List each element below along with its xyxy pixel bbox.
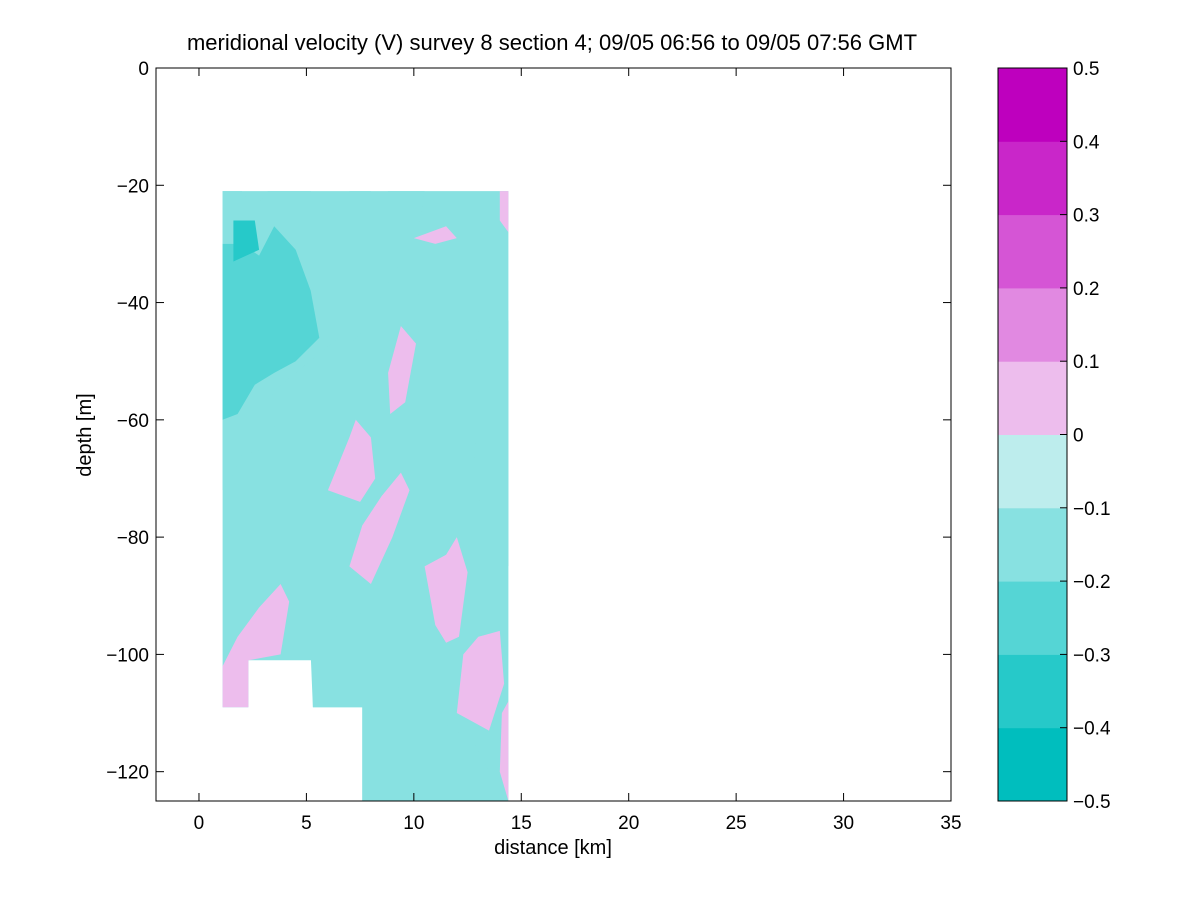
field-west-core <box>222 226 320 420</box>
y-axis-title: depth [m] <box>74 393 96 476</box>
colorbar-tick-label: −0.4 <box>1073 719 1111 740</box>
colorbar-tick-label: −0.1 <box>1073 499 1111 520</box>
y-tick-label: −60 <box>117 411 149 432</box>
colorbar-swatch <box>998 581 1067 655</box>
colorbar-swatch <box>998 654 1067 729</box>
plot-area: 0 5 10 15 20 25 30 35 0 −20 −40 −60 −80 −100 −120 <box>106 59 961 834</box>
field-positive-upper <box>388 326 416 414</box>
field-east-band <box>465 320 509 567</box>
field-west-small <box>233 220 260 262</box>
colorbar-tick-label: −0.3 <box>1073 645 1111 666</box>
field-center-band <box>332 191 425 350</box>
field-center-small <box>392 273 440 297</box>
colorbar-tick-label: 0.2 <box>1073 279 1099 300</box>
field-positive-lower <box>424 537 468 643</box>
x-tick-label: 10 <box>403 813 424 834</box>
x-tick-label: 25 <box>726 813 747 834</box>
field-positive-bottom-edge <box>499 701 509 801</box>
velocity-field <box>222 191 509 802</box>
x-axis: 0 5 10 15 20 25 30 35 <box>194 68 962 834</box>
y-axis: 0 −20 −40 −60 −80 −100 −120 <box>106 59 951 784</box>
field-positive-lowleft <box>222 584 290 708</box>
x-axis-title: distance [km] <box>494 837 612 859</box>
y-tick-label: −120 <box>106 763 149 784</box>
field-positive-mid2 <box>349 472 410 584</box>
field-positive-mid <box>327 419 376 502</box>
colorbar-swatch <box>998 361 1067 435</box>
field-lower-band <box>310 607 496 801</box>
field-positive-top-edge <box>499 191 509 233</box>
x-tick-label: 5 <box>301 813 312 834</box>
field-positive-top <box>413 226 457 244</box>
colorbar-swatch <box>998 727 1067 802</box>
colorbar-tick-label: 0.5 <box>1073 59 1099 80</box>
colorbar-tick-label: 0.1 <box>1073 352 1099 373</box>
x-tick-label: 20 <box>618 813 639 834</box>
field-positive-lower2 <box>456 630 505 731</box>
x-tick-label: 15 <box>511 813 532 834</box>
colorbar-swatch <box>998 141 1067 216</box>
colorbar-swatch <box>998 214 1067 289</box>
y-tick-label: −20 <box>117 176 149 197</box>
colorbar-tick-label: 0 <box>1073 426 1084 447</box>
x-tick-label: 35 <box>940 813 961 834</box>
colorbar-swatch <box>998 507 1067 582</box>
colorbar-swatch <box>998 434 1067 509</box>
y-tick-label: −80 <box>117 528 149 549</box>
x-tick-label: 30 <box>833 813 854 834</box>
plot-frame <box>155 67 952 802</box>
y-tick-label: −100 <box>106 645 149 666</box>
colorbar: −0.5 −0.4 −0.3 −0.2 −0.1 0 0.1 0.2 0.3 0.4 0.5 <box>997 59 1111 813</box>
y-tick-label: 0 <box>138 59 149 80</box>
colorbar-swatch <box>998 287 1067 362</box>
colorbar-swatch <box>998 68 1067 142</box>
colorbar-tick-label: −0.2 <box>1073 572 1111 593</box>
colorbar-tick-label: −0.5 <box>1073 792 1111 813</box>
colorbar-tick-label: 0.4 <box>1073 132 1100 153</box>
chart-title: meridional velocity (V) survey 8 section… <box>187 30 917 55</box>
colorbar-tick-label: 0.3 <box>1073 206 1099 227</box>
y-tick-label: −40 <box>117 294 149 315</box>
x-tick-label: 0 <box>194 813 205 834</box>
